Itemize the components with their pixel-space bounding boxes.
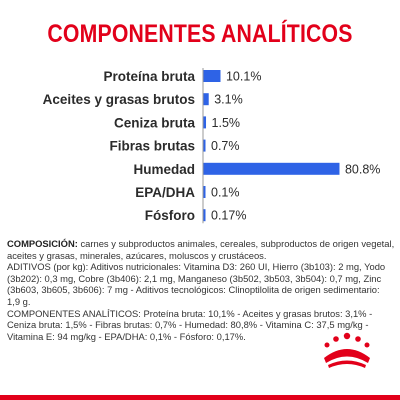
additives-paragraph: ADITIVOS (por kg): Aditivos nutricionale… xyxy=(7,261,386,307)
value-label-epa-dha: 0.1% xyxy=(211,186,240,200)
composition-paragraph: COMPOSICIÓN: carnes y subproductos anima… xyxy=(7,238,395,261)
value-label-fibras-brutas: 0.7% xyxy=(211,139,240,153)
value-label-aceites-y-grasas-brutos: 3.1% xyxy=(214,93,243,107)
composition-body: carnes y subproductos animales, cereales… xyxy=(7,238,395,261)
category-label-fosforo: Fósforo xyxy=(145,208,195,223)
value-label-humedad: 80.8% xyxy=(345,162,380,176)
royal-canin-crown-logo xyxy=(324,332,370,368)
analytical-paragraph: COMPONENTES ANALÍTICOS: Proteína bruta: … xyxy=(7,307,373,342)
category-label-epa-dha: EPA/DHA xyxy=(135,185,195,200)
value-label-ceniza-bruta: 1.5% xyxy=(212,116,241,130)
bar-ceniza-bruta xyxy=(203,116,207,129)
bar-chart: Proteína bruta 10.1% Aceites y grasas brut… xyxy=(43,68,380,224)
bar-fibras-brutas xyxy=(203,139,206,152)
bar-aceites-y-grasas-brutos xyxy=(203,93,209,106)
bar-fosforo xyxy=(203,209,206,222)
bottom-red-strip xyxy=(0,395,400,400)
bar-humedad xyxy=(203,162,340,175)
value-label-fosforo: 0.17% xyxy=(211,209,246,223)
page-title: COMPONENTES ANALÍTICOS xyxy=(47,20,353,48)
category-label-humedad: Humedad xyxy=(133,162,195,177)
category-label-fibras-brutas: Fibras brutas xyxy=(109,139,195,154)
category-label-ceniza-bruta: Ceniza bruta xyxy=(114,115,196,130)
category-label-proteina-bruta: Proteína bruta xyxy=(103,69,195,84)
category-label-aceites-y-grasas-brutos: Aceites y grasas brutos xyxy=(43,92,195,107)
composition-text: COMPOSICIÓN: carnes y subproductos anima… xyxy=(7,238,395,342)
bar-proteina-bruta xyxy=(203,70,221,82)
value-label-proteina-bruta: 10.1% xyxy=(226,70,261,84)
bar-epa-dha xyxy=(203,186,206,198)
composition-heading: COMPOSICIÓN: xyxy=(7,238,78,249)
